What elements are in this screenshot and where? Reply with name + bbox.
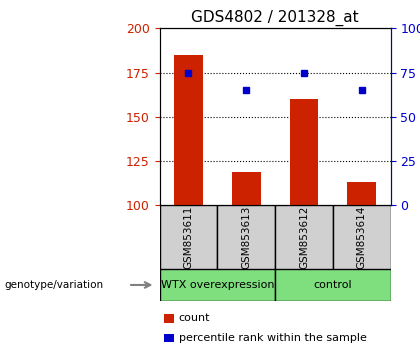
Text: WTX overexpression: WTX overexpression xyxy=(160,280,274,290)
Title: GDS4802 / 201328_at: GDS4802 / 201328_at xyxy=(191,9,359,25)
Text: percentile rank within the sample: percentile rank within the sample xyxy=(178,333,366,343)
Bar xyxy=(275,269,391,301)
Bar xyxy=(218,205,275,269)
Text: GSM853612: GSM853612 xyxy=(299,205,309,269)
FancyBboxPatch shape xyxy=(164,333,174,343)
Text: control: control xyxy=(314,280,352,290)
Text: count: count xyxy=(178,313,210,323)
Text: genotype/variation: genotype/variation xyxy=(4,280,103,290)
Bar xyxy=(289,99,318,205)
Text: GSM853611: GSM853611 xyxy=(184,205,194,269)
Bar xyxy=(333,205,391,269)
Bar xyxy=(275,205,333,269)
Text: GSM853613: GSM853613 xyxy=(241,205,251,269)
Bar xyxy=(174,55,203,205)
Bar xyxy=(160,269,275,301)
Bar xyxy=(232,172,261,205)
Bar xyxy=(347,182,376,205)
Bar xyxy=(160,205,218,269)
FancyBboxPatch shape xyxy=(164,314,174,323)
Text: GSM853614: GSM853614 xyxy=(357,205,367,269)
